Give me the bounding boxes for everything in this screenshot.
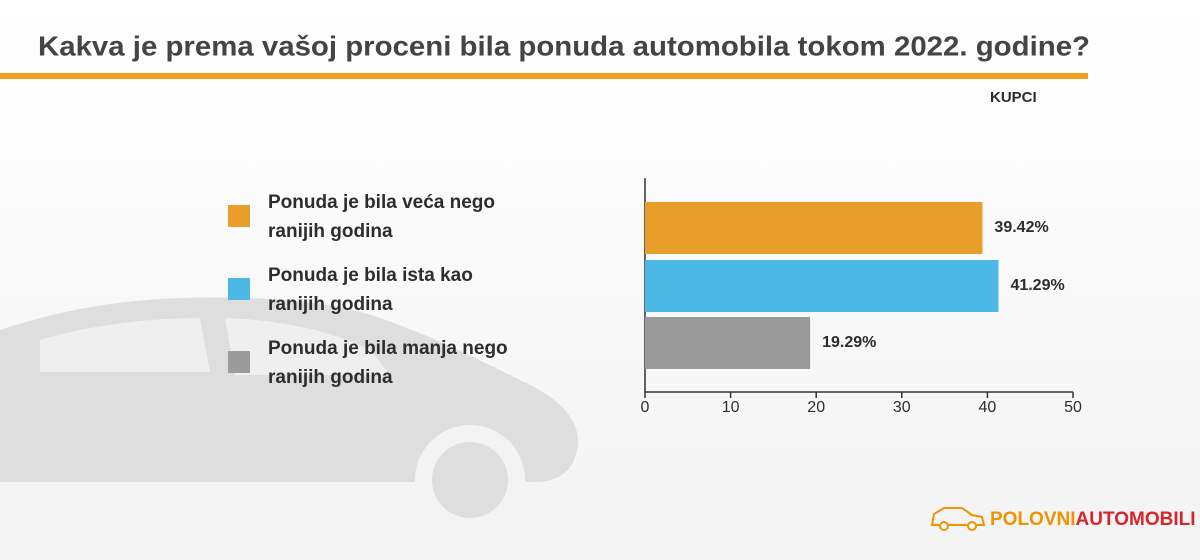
logo-icon [939, 521, 949, 531]
chart-subtitle: KUPCI [990, 89, 1037, 106]
logo: POLOVNIAUTOMOBILI [930, 507, 1196, 531]
car-window [40, 318, 390, 375]
logo-icon [967, 521, 977, 531]
bar [645, 317, 811, 369]
car-wheel [432, 442, 508, 518]
x-tick-label: 0 [641, 399, 650, 416]
logo-part: POLOVNI [990, 509, 1076, 530]
legend-label: Ponuda je bila veća nego ranijih godina [268, 192, 496, 242]
legend-label: Ponuda je bila ista kao ranijih godina [268, 265, 473, 315]
logo-part: AUTOMOBILI [1076, 509, 1196, 530]
logo-icon [930, 507, 986, 526]
value-label: 39.42% [994, 219, 1048, 236]
chart-title: Kakva je prema vašoj proceni bila ponuda… [38, 30, 1090, 61]
x-tick-label: 50 [1064, 399, 1082, 416]
x-tick-label: 10 [722, 399, 740, 416]
x-tick-label: 20 [807, 399, 825, 416]
value-label: 41.29% [1010, 277, 1064, 294]
bar [645, 260, 999, 312]
legend-label: Ponuda je bila manja nego ranijih godina [268, 338, 508, 388]
x-tick-label: 40 [979, 399, 997, 416]
title-rule [0, 73, 1088, 79]
legend-swatch [228, 351, 250, 373]
legend-swatch [228, 278, 250, 300]
bar [645, 202, 983, 254]
x-tick-label: 30 [893, 399, 911, 416]
legend-swatch [228, 205, 250, 227]
value-label: 19.29% [822, 334, 876, 351]
logo-text: POLOVNIAUTOMOBILI [990, 509, 1196, 530]
